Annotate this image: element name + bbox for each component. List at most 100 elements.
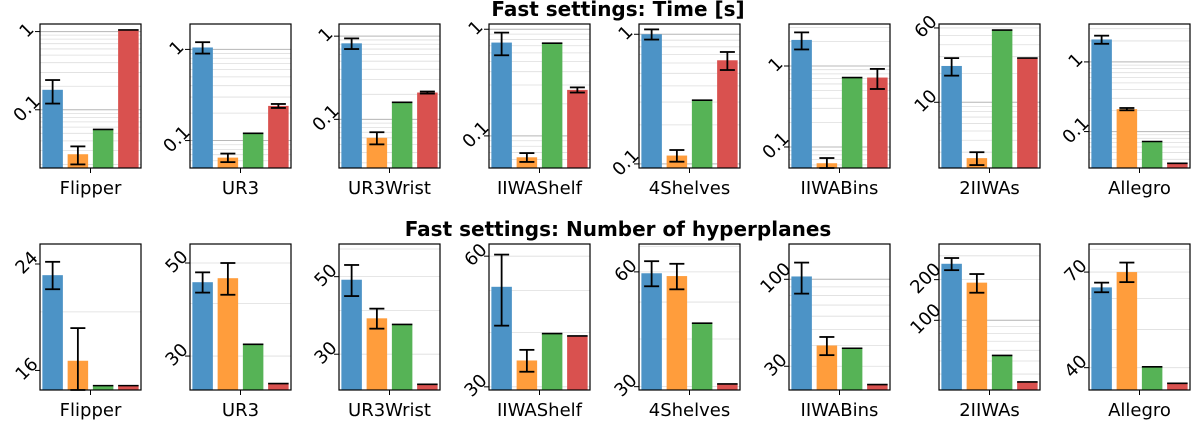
bar [118,385,139,390]
bar [1141,366,1163,390]
y-tick-label: 60 [910,11,941,42]
y-tick-label: 60 [460,240,491,271]
bar [791,276,812,390]
bar [567,335,588,390]
y-tick-label: 0.1 [159,122,194,157]
bar [666,276,688,390]
bar [941,65,962,168]
x-category-label: IIWAShelf [497,178,583,199]
bar [1167,163,1188,168]
x-category-label: IIWABins [801,400,879,421]
bar [791,39,812,168]
bar [691,323,713,390]
bar [417,384,438,390]
bar [1167,383,1188,390]
bar [641,34,662,169]
y-tick-label: 30 [161,339,192,370]
bar [366,137,388,168]
y-tick-label: 0.1 [608,145,643,180]
bar [641,273,662,390]
x-category-label: 2IIWAs [959,400,1020,421]
y-tick-label: 200 [906,259,945,298]
bar [516,360,538,390]
y-tick-label: 30 [310,338,341,369]
bar [42,275,63,390]
bar [366,318,388,390]
bar [841,348,863,390]
bar [717,60,738,168]
x-category-label: Flipper [60,400,122,421]
y-tick-label: 30 [460,370,491,401]
y-tick-label: 30 [760,350,791,381]
y-tick-label: 0.1 [1058,113,1093,148]
bar [1091,39,1112,169]
bar [541,43,563,169]
y-tick-label: 0.1 [458,117,493,152]
bar [491,286,512,390]
x-category-label: UR3Wrist [348,400,431,421]
y-tick-label: 10 [910,86,941,117]
bar [242,133,264,168]
x-category-label: 2IIWAs [959,178,1020,199]
bar [867,384,888,390]
bar [1091,287,1112,390]
bar [42,89,63,168]
bar [541,333,563,390]
bar [268,383,289,390]
y-tick-label: 1 [15,19,38,42]
x-category-label: Allegro [1108,400,1171,421]
bar [341,43,362,169]
bar [941,263,962,390]
y-tick-label: 1 [165,37,188,60]
x-category-label: Allegro [1108,178,1171,199]
y-tick-label: 50 [310,260,341,291]
x-category-label: IIWABins [801,178,879,199]
y-tick-label: 40 [1060,351,1091,382]
bar [816,345,838,390]
bar [417,92,438,168]
row-title-time: Fast settings: Time [s] [491,0,744,21]
bar [1141,141,1163,168]
x-category-label: Flipper [60,178,122,199]
bar [242,344,264,390]
bar [92,129,114,168]
bar [1116,272,1138,390]
bar [192,47,213,168]
bar [966,282,988,390]
bar [391,102,413,168]
y-tick-label: 60 [610,255,641,286]
y-tick-label: 1 [464,17,487,40]
bar [841,77,863,168]
bar [717,383,738,390]
bar [268,105,289,168]
y-tick-label: 0.1 [758,128,793,163]
bar [192,282,213,390]
x-category-label: UR3Wrist [348,178,431,199]
bar [867,77,888,168]
bar [991,30,1013,168]
y-tick-label: 24 [11,247,42,278]
x-category-label: UR3 [222,178,259,199]
y-tick-label: 50 [161,246,192,277]
row-title-hyperplanes: Fast settings: Number of hyperplanes [405,217,832,241]
bar [1116,109,1138,168]
x-category-label: 4Shelves [649,400,730,421]
y-tick-label: 100 [756,259,795,298]
y-tick-label: 70 [1060,255,1091,286]
bar [217,278,239,390]
bar [391,324,413,390]
x-category-label: IIWAShelf [497,400,583,421]
y-tick-label: 1 [764,53,787,76]
y-tick-label: 30 [610,370,641,401]
y-tick-label: 1 [314,24,337,47]
bar [1017,381,1038,390]
y-tick-label: 0.1 [9,91,44,126]
bar [118,29,139,168]
bar [691,100,713,168]
y-tick-label: 16 [11,354,42,385]
y-tick-label: 1 [614,22,637,45]
bar [567,89,588,168]
y-tick-label: 100 [906,300,945,339]
bar [1017,58,1038,168]
